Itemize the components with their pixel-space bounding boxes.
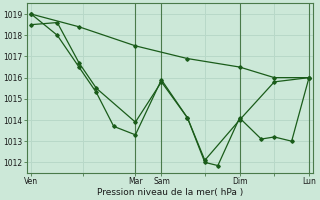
X-axis label: Pression niveau de la mer( hPa ): Pression niveau de la mer( hPa )	[97, 188, 243, 197]
